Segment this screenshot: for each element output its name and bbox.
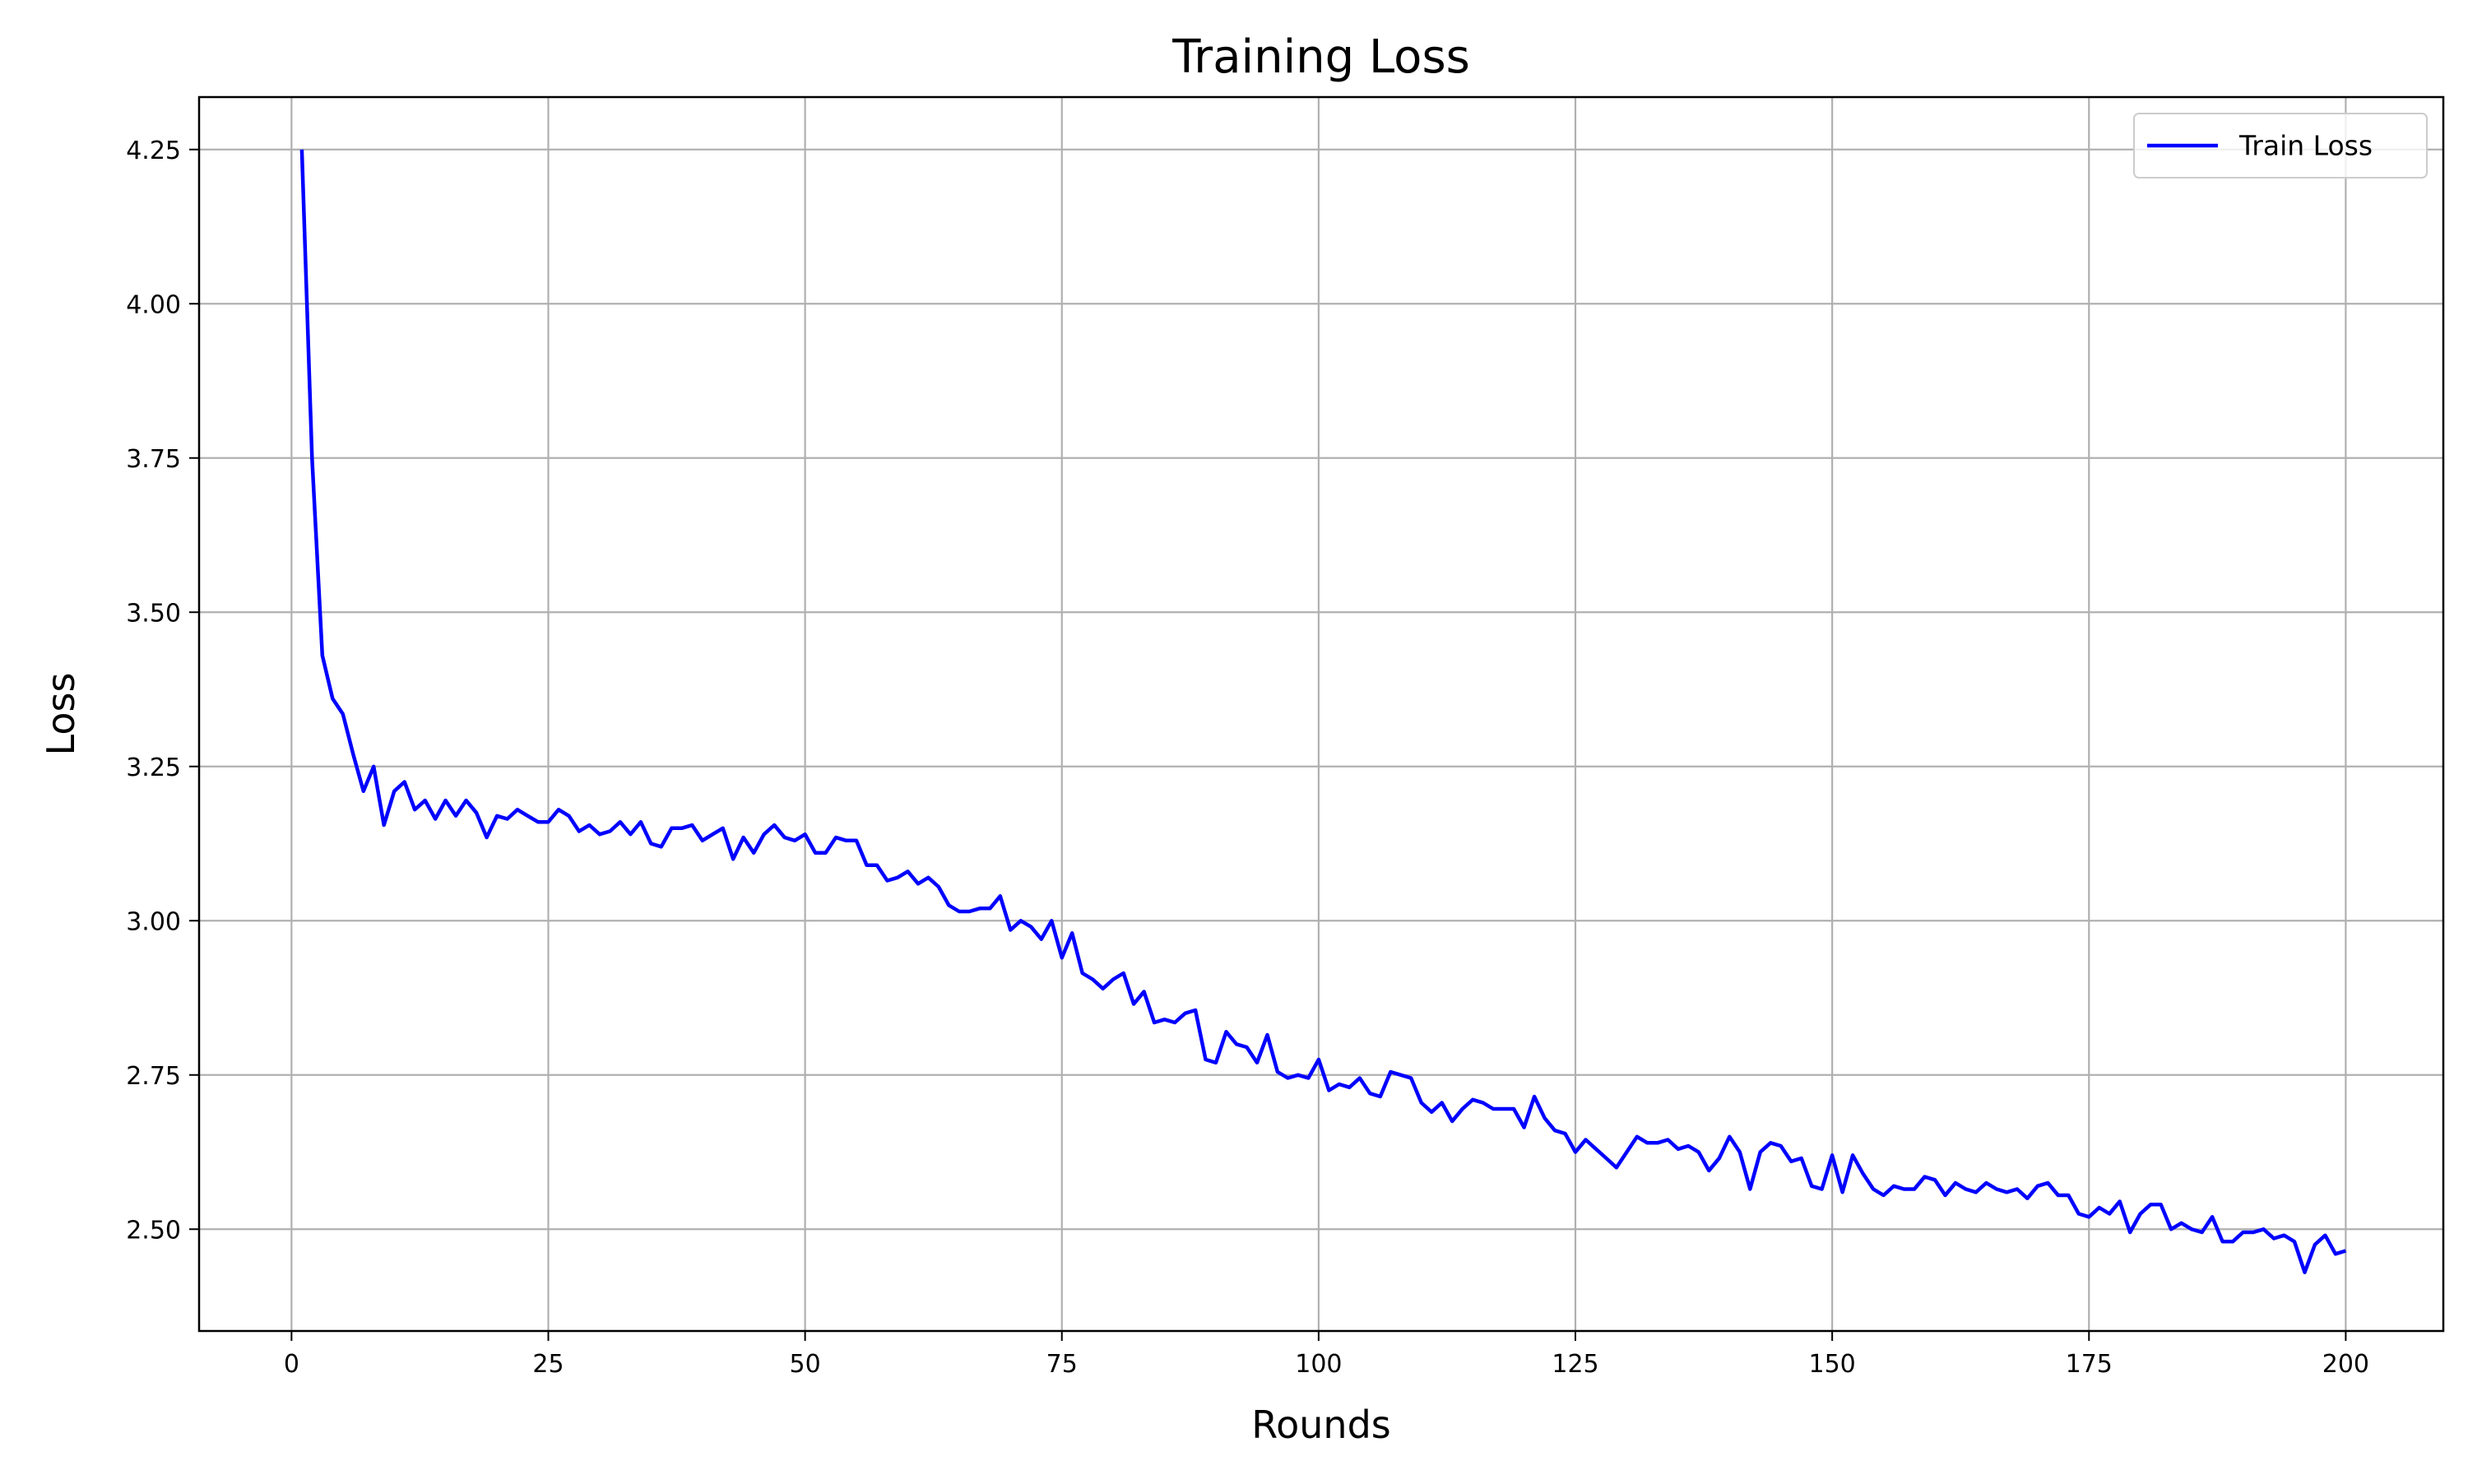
y-axis-ticks: 2.50 2.75 3.00 3.25 3.50 3.75 4.00 4.25 bbox=[126, 137, 199, 1245]
legend-box bbox=[2133, 113, 2428, 179]
x-tick-label: 150 bbox=[1809, 1350, 1856, 1379]
chart-title: Training Loss bbox=[1171, 30, 1470, 84]
y-tick-label: 3.25 bbox=[126, 754, 181, 782]
x-axis-label: Rounds bbox=[1251, 1403, 1391, 1447]
y-tick-label: 3.00 bbox=[126, 907, 181, 936]
x-axis-ticks: 0 25 50 75 100 125 150 175 200 bbox=[284, 1331, 2369, 1379]
y-tick-label: 4.00 bbox=[126, 290, 181, 319]
x-tick-label: 75 bbox=[1046, 1350, 1078, 1379]
x-tick-label: 50 bbox=[790, 1350, 821, 1379]
x-tick-label: 25 bbox=[532, 1350, 564, 1379]
grid bbox=[199, 97, 2443, 1331]
legend-label-train-loss: Train Loss bbox=[2238, 130, 2373, 162]
y-tick-label: 4.25 bbox=[126, 137, 181, 165]
legend: Train Loss bbox=[2133, 113, 2428, 179]
y-tick-label: 3.75 bbox=[126, 445, 181, 474]
y-tick-label: 2.50 bbox=[126, 1216, 181, 1245]
x-tick-label: 175 bbox=[2066, 1350, 2113, 1379]
series-line-train-loss bbox=[299, 149, 2347, 1274]
y-tick-label: 2.75 bbox=[126, 1062, 181, 1091]
x-tick-label: 125 bbox=[1552, 1350, 1598, 1379]
x-tick-label: 0 bbox=[284, 1350, 299, 1379]
y-axis-label: Loss bbox=[39, 673, 83, 756]
series-layer bbox=[299, 149, 2347, 1274]
x-tick-label: 200 bbox=[2322, 1350, 2369, 1379]
x-tick-label: 100 bbox=[1295, 1350, 1342, 1379]
y-tick-label: 3.50 bbox=[126, 599, 181, 628]
plot-frame bbox=[197, 95, 2445, 1333]
